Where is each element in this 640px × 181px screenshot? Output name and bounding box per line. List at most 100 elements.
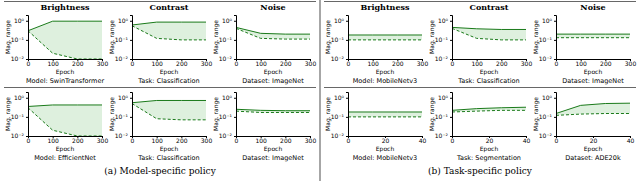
y-axis-title: Mag. range	[532, 97, 540, 131]
tick: 200	[72, 59, 84, 67]
tick-label: 0	[27, 137, 31, 144]
tick-label: 200	[600, 60, 612, 67]
x-axis-title: Epoch	[56, 145, 75, 153]
tick-label: 10⁻²	[11, 132, 25, 139]
tick-mark	[450, 40, 452, 41]
meta-label: Model: MobileNetv3	[353, 154, 418, 162]
y-axis: 10⁻²10⁻¹10⁰	[115, 93, 133, 140]
subplot: 010020030010⁻²10⁻¹10⁰EpochMag. rangeMode…	[4, 93, 108, 163]
caption: (a) Model-specific policy	[104, 166, 216, 176]
tick-label: 10⁻¹	[219, 36, 233, 43]
line	[348, 111, 422, 112]
axis-line	[130, 16, 133, 60]
marks	[236, 109, 310, 112]
meta-label: Dataset: ADE20k	[565, 154, 621, 162]
line	[132, 100, 206, 102]
tick: 300	[201, 136, 213, 144]
tick-mark	[234, 98, 236, 99]
tick: 20	[382, 136, 390, 144]
tick-mark	[450, 98, 452, 99]
x-axis: 0100200300	[131, 59, 213, 67]
tick: 10⁻¹	[11, 36, 28, 43]
tick-label: 10⁻¹	[539, 36, 553, 43]
tick-label: 0	[131, 60, 135, 67]
tick-mark	[130, 59, 132, 60]
subplot: 010020030010⁻²10⁻¹10⁰EpochMag. rangeCont…	[108, 2, 212, 85]
tick-label: 10⁻¹	[11, 113, 25, 120]
tick-label: 300	[305, 137, 317, 144]
marks	[28, 105, 102, 136]
y-axis: 10⁻²10⁻¹10⁰	[115, 16, 133, 63]
axis-line	[346, 16, 349, 60]
tick-label: 20	[486, 137, 494, 144]
marks	[132, 22, 206, 40]
tick-mark	[130, 21, 132, 22]
tick-label: 10⁻²	[115, 132, 129, 139]
x-axis: 02040	[555, 136, 635, 144]
tick-label: 10⁻²	[115, 55, 129, 62]
tick: 100	[575, 59, 587, 67]
tick: 300	[417, 59, 429, 67]
tick-label: 0	[555, 60, 559, 67]
tick-label: 300	[417, 60, 429, 67]
tick-label: 100	[47, 137, 59, 144]
tick: 10⁻²	[115, 55, 132, 62]
line	[28, 105, 102, 107]
band	[556, 34, 630, 38]
line	[236, 111, 310, 112]
band	[28, 21, 102, 59]
tick: 200	[496, 59, 508, 67]
tick-label: 10⁰	[14, 17, 25, 24]
subplot: 010020030010⁻²10⁻¹10⁰EpochMag. rangeBrig…	[4, 2, 108, 85]
y-axis: 10⁻² 10⁻¹ 10⁰	[219, 93, 237, 140]
y-axis-title: Mag. range	[324, 97, 332, 131]
tick: 10⁻²	[435, 55, 452, 62]
tick-mark	[554, 136, 556, 137]
tick-label: 10⁻²	[219, 132, 233, 139]
tick-mark	[450, 117, 452, 118]
tick: 10⁻¹	[219, 113, 236, 120]
line	[236, 109, 310, 110]
tick-mark	[26, 21, 28, 22]
tick-label: 10⁻²	[435, 55, 449, 62]
meta-label: Task: Classification	[137, 154, 199, 162]
tick: 20	[590, 136, 598, 144]
x-axis-title: Epoch	[56, 68, 75, 76]
tick-label: 10⁻¹	[435, 113, 449, 120]
meta-label: Task: Classification	[137, 77, 199, 85]
line	[132, 26, 206, 40]
meta-label: Task: Classification	[457, 77, 519, 85]
tick: 0	[131, 59, 135, 67]
tick: 10⁰	[222, 94, 236, 101]
y-axis-title: Mag. range	[4, 20, 12, 54]
tick: 0	[27, 59, 31, 67]
tick-label: 10⁻¹	[435, 36, 449, 43]
axis-line	[237, 60, 311, 62]
axis-line	[133, 137, 207, 139]
x-axis: 0100200300	[451, 59, 533, 67]
tick-mark	[554, 98, 556, 99]
tick-label: 200	[496, 60, 508, 67]
meta-label: Task: Segmentation	[456, 154, 521, 162]
axis-line	[29, 60, 103, 62]
tick-label: 10⁻²	[435, 132, 449, 139]
column-header: Contrast	[470, 2, 509, 12]
tick-mark	[26, 117, 28, 118]
tick: 300	[625, 59, 637, 67]
tick-label: 300	[521, 60, 533, 67]
axis-line	[133, 60, 207, 62]
axis-line	[26, 16, 29, 60]
subplot: 0204010⁻²10⁻¹10⁰EpochMag. rangeModel: Mo…	[324, 93, 426, 163]
meta-label: Dataset: ImageNet	[242, 77, 304, 85]
tick: 200	[600, 59, 612, 67]
tick: 0	[235, 59, 239, 67]
tick: 100	[367, 59, 379, 67]
band	[132, 100, 206, 119]
axis-line	[234, 16, 237, 60]
tick-label: 300	[201, 60, 213, 67]
y-axis: 10⁻²10⁻¹10⁰	[435, 93, 453, 140]
tick-mark	[130, 117, 132, 118]
tick: 0	[347, 136, 351, 144]
tick-mark	[450, 136, 452, 137]
tick-mark	[130, 98, 132, 99]
